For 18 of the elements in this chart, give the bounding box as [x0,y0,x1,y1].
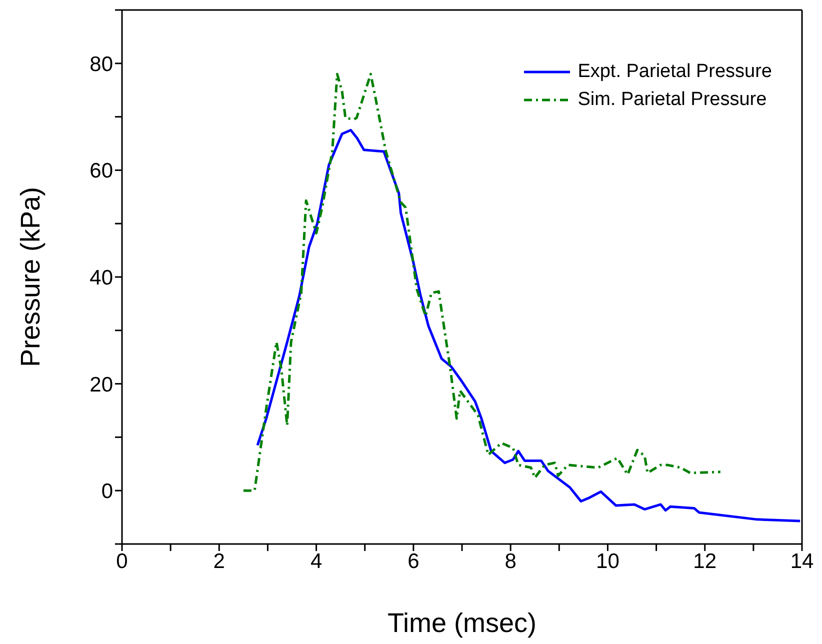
legend-label: Expt. Parietal Pressure [578,60,772,84]
x-tick-label: 10 [596,550,620,573]
y-axis-title: Pressure (kPa) [16,186,46,368]
line-series [256,128,802,522]
x-tick-label: 6 [408,550,420,573]
x-tick-label: 14 [790,550,814,573]
y-tick-label: 0 [101,480,113,504]
y-tick-label: 40 [90,266,113,290]
x-tick-label: 8 [504,550,516,573]
y-tick-label: 20 [90,373,113,396]
x-tick-label: 2 [213,550,225,573]
x-axis-title: Time (msec) [388,608,536,638]
x-tick-label: 12 [693,550,717,573]
x-tick-label: 0 [116,550,128,573]
x-tick-label: 4 [310,550,322,573]
y-tick-label: 60 [90,160,113,183]
legend-label: Sim. Parietal Pressure [578,88,767,112]
y-tick-label: 80 [90,52,113,76]
